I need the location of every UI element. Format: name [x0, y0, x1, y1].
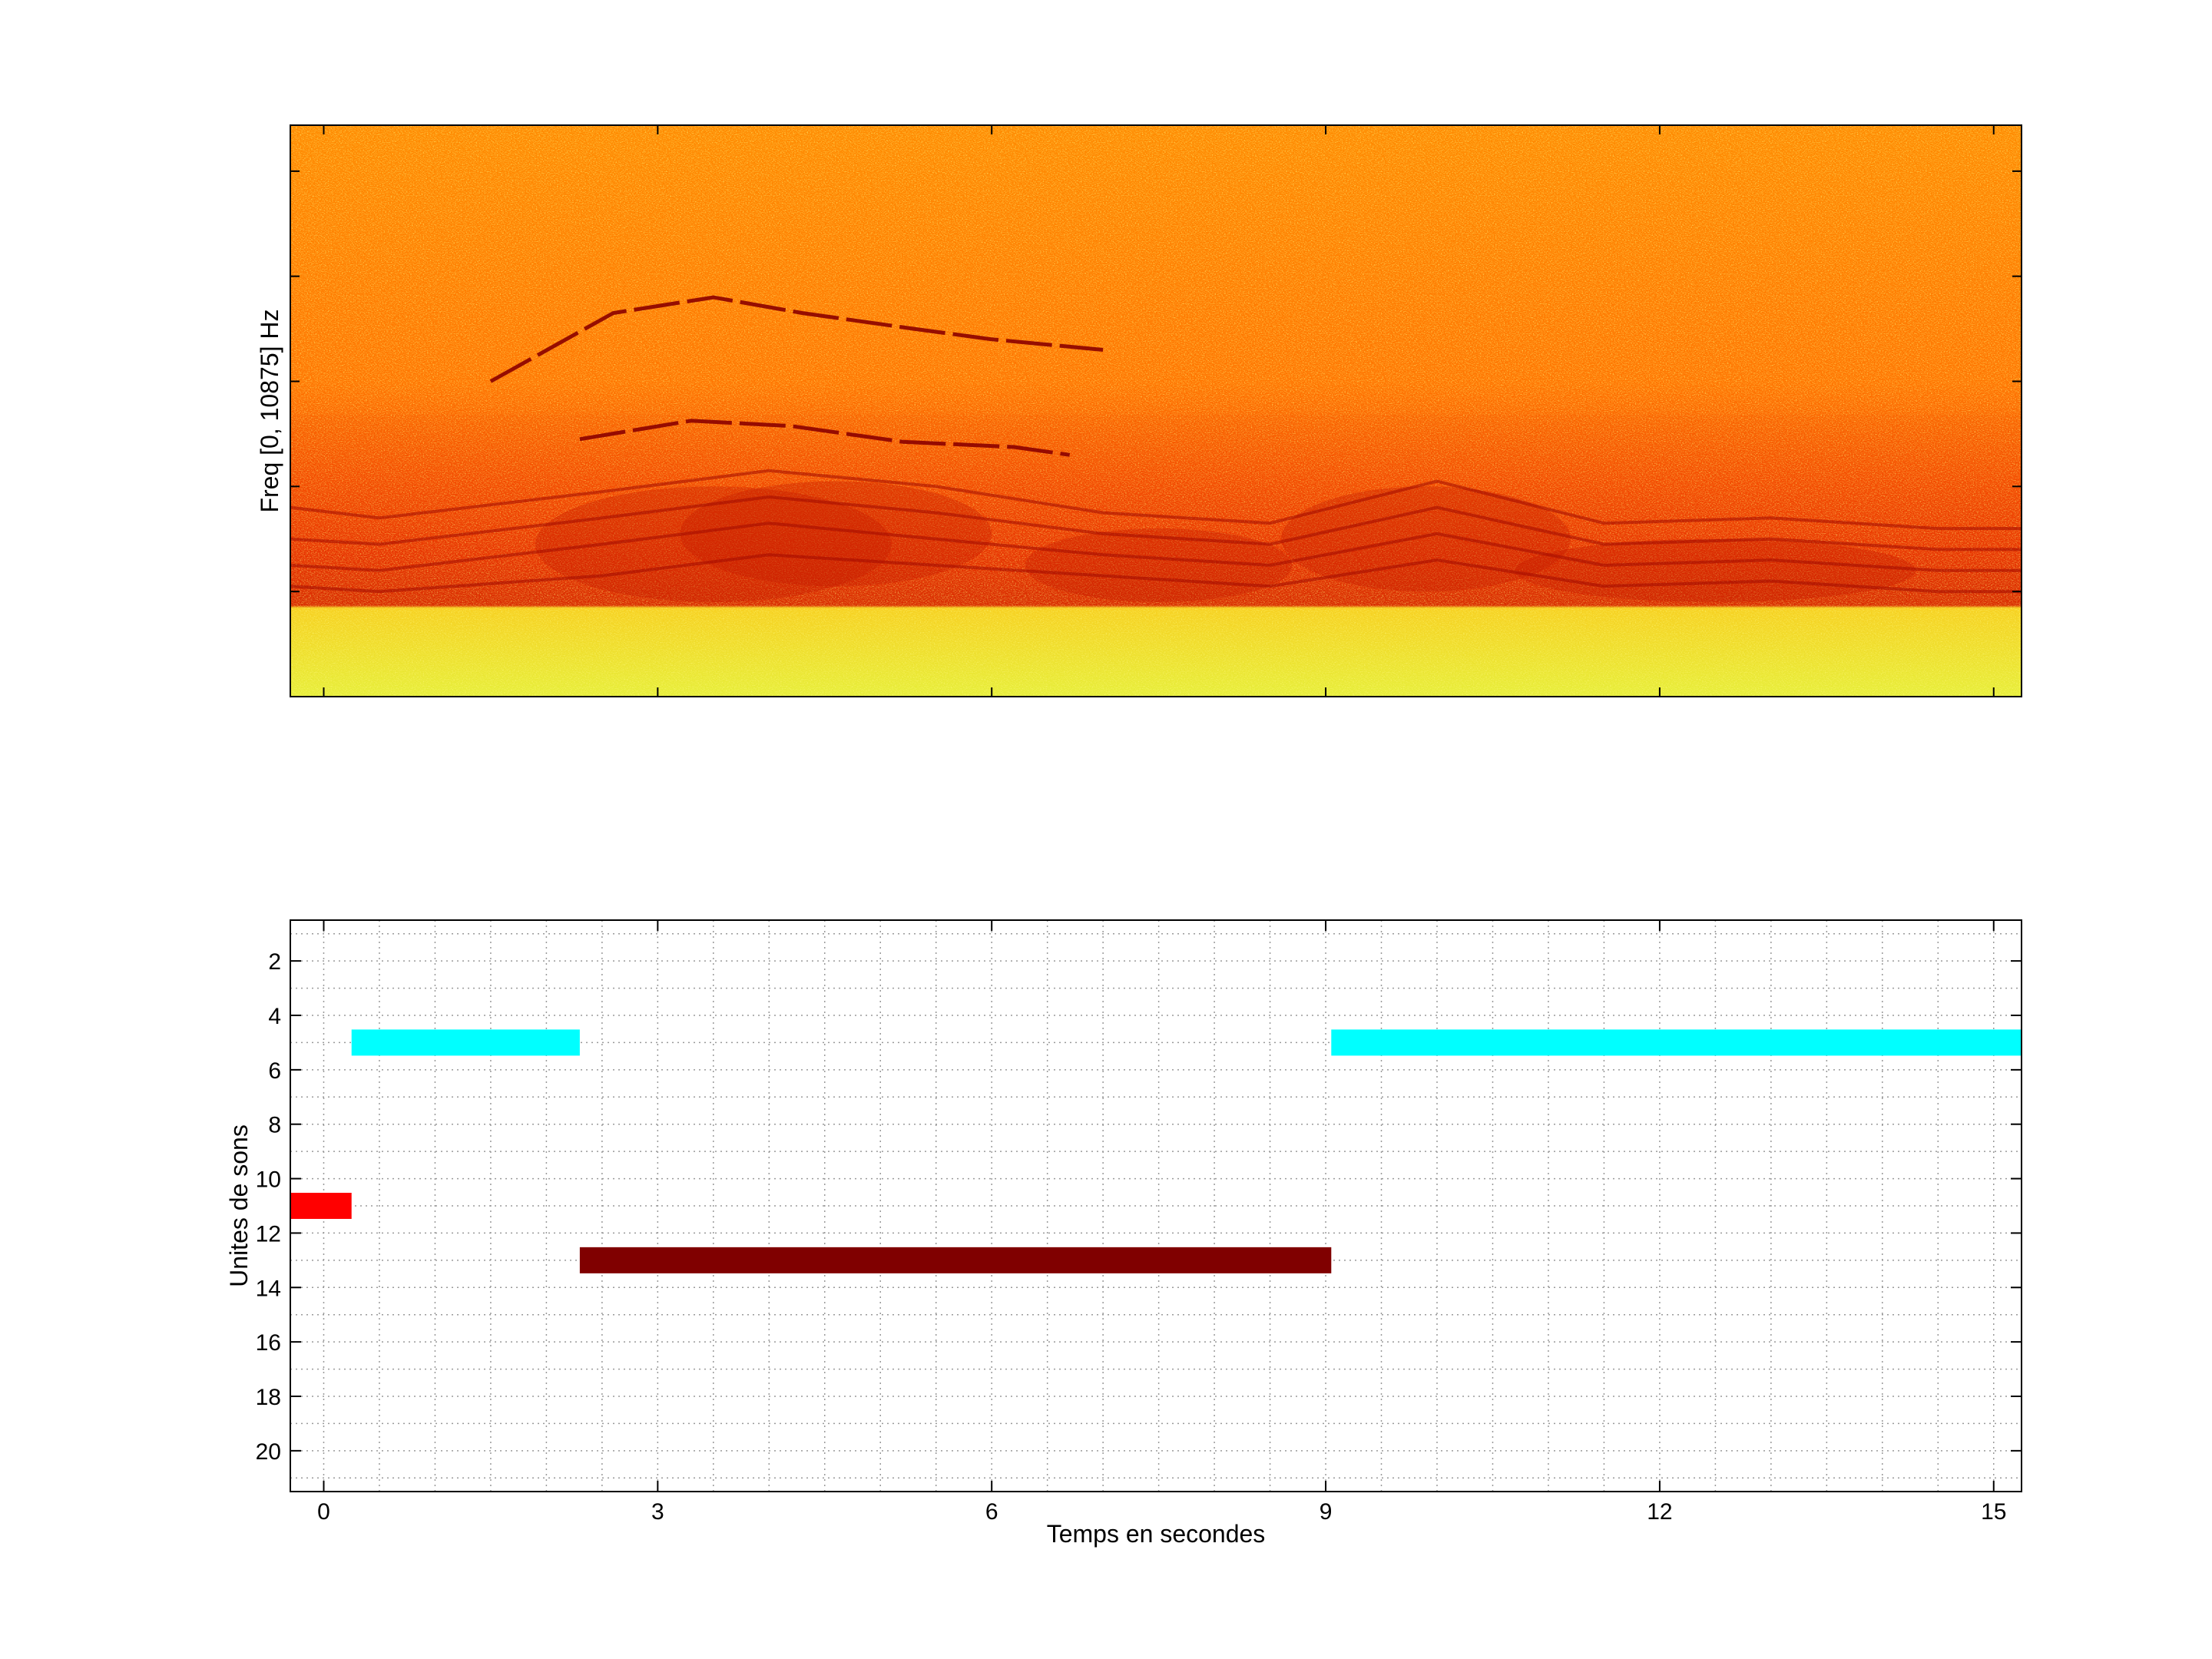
spectrogram-energy-region [1515, 538, 1916, 602]
y-tick-label: 20 [256, 1439, 281, 1465]
x-tick-label: 0 [317, 1499, 330, 1525]
spectrogram-energy-region [1281, 486, 1571, 592]
y-axis-label: Unites de sons [225, 1124, 253, 1287]
x-tick-label: 12 [1647, 1499, 1672, 1525]
harmonic-track [290, 553, 2022, 594]
harmonic-track [290, 495, 2022, 551]
y-tick-label: 14 [256, 1276, 281, 1301]
spectrogram-noise-texture [290, 125, 2022, 697]
harmonic-track [290, 522, 2022, 572]
spectrogram-y-label: Freq [0, 10875] Hz [256, 309, 283, 512]
sound-unit-bar [351, 1029, 580, 1056]
y-tick-label: 8 [268, 1113, 281, 1138]
sound-units-axes: 0 3 6 9 12 15 2 4 6 8 10 12 14 16 18 20 Temps en second… [225, 919, 2022, 1548]
x-tick-label: 6 [985, 1499, 998, 1525]
sound-unit-bar [1331, 1029, 2022, 1056]
harmonic-track [489, 295, 1104, 383]
spectrogram-axes: Freq [0, 10875] Hz [256, 124, 2022, 697]
x-tick-label: 15 [1981, 1499, 2006, 1525]
y-tick-label: 2 [268, 949, 281, 975]
spectrogram-harmonic-tracks [290, 295, 2022, 594]
harmonic-track [290, 469, 2022, 531]
y-tick-label: 4 [268, 1004, 281, 1029]
sound-unit-bar [290, 1193, 352, 1219]
y-tick-label: 16 [256, 1330, 281, 1356]
y-tick-label: 18 [256, 1385, 281, 1410]
spectrogram-ticks [290, 125, 2022, 697]
sound-units-frame [290, 919, 2022, 1492]
spectrogram-red-texture [290, 415, 2022, 607]
harmonic-track [579, 419, 1071, 457]
sound-units-ticks: 0 3 6 9 12 15 2 4 6 8 10 12 14 16 18 20 [256, 920, 2022, 1525]
sound-units-bars [290, 1029, 2022, 1273]
y-tick-label: 10 [256, 1167, 281, 1193]
x-tick-label: 3 [651, 1499, 664, 1525]
x-tick-label: 9 [1320, 1499, 1333, 1525]
spectrogram-frame [290, 124, 2022, 697]
y-tick-label: 12 [256, 1221, 281, 1247]
spectrogram-energy-region [680, 481, 992, 587]
sound-unit-bar [579, 1247, 1332, 1273]
y-tick-label: 6 [268, 1058, 281, 1084]
x-axis-label: Temps en secondes [1047, 1520, 1266, 1548]
